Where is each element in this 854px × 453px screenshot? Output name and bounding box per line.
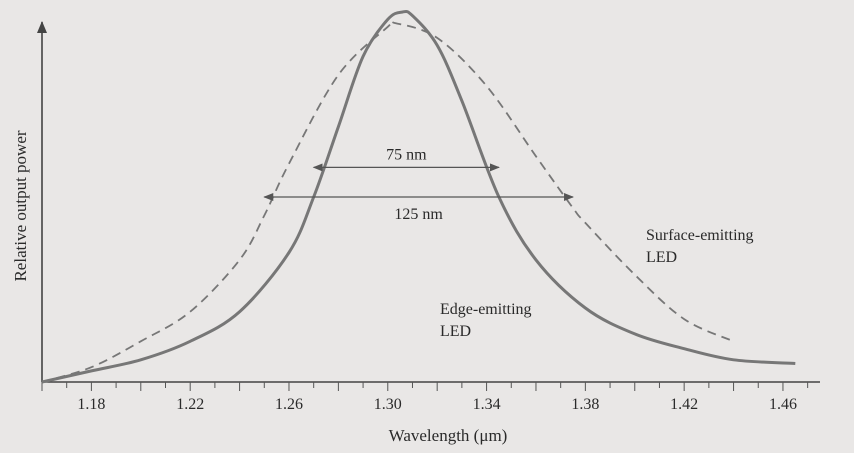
- fwhm-125-label: 125 nm: [394, 206, 443, 223]
- axes: [37, 21, 820, 383]
- edge-emitting-label-line-1: Edge-emitting: [440, 301, 532, 318]
- x-ticks: [41, 382, 809, 391]
- surface-emitting-curve: [41, 20, 734, 383]
- x-tick-label: 1.22: [176, 396, 204, 413]
- surface-emitting-label: Surface-emitting LED: [646, 227, 758, 266]
- fwhm-75-label: 75 nm: [386, 146, 427, 163]
- surface-emitting-label-line-2: LED: [646, 249, 677, 266]
- x-tick-label: 1.46: [769, 396, 797, 413]
- edge-emitting-label: Edge-emitting LED: [440, 301, 536, 340]
- edge-emitting-label-line-2: LED: [440, 323, 471, 340]
- series-lines: [41, 9, 796, 384]
- x-tick-label: 1.42: [670, 396, 698, 413]
- x-tick-label: 1.26: [275, 396, 303, 413]
- x-tick-label: 1.30: [374, 396, 402, 413]
- x-axis-title: Wavelength (μm): [389, 426, 508, 445]
- x-tick-labels: 1.18 1.22 1.26 1.30 1.34 1.38 1.42 1.46: [77, 396, 797, 413]
- y-axis-title: Relative output power: [11, 130, 30, 281]
- x-tick-label: 1.18: [77, 396, 105, 413]
- annotations: 75 nm 125 nm: [263, 146, 575, 223]
- x-tick-label: 1.34: [473, 396, 501, 413]
- x-tick-label: 1.38: [571, 396, 599, 413]
- surface-emitting-label-line-1: Surface-emitting: [646, 227, 754, 244]
- edge-emitting-curve: [41, 9, 796, 384]
